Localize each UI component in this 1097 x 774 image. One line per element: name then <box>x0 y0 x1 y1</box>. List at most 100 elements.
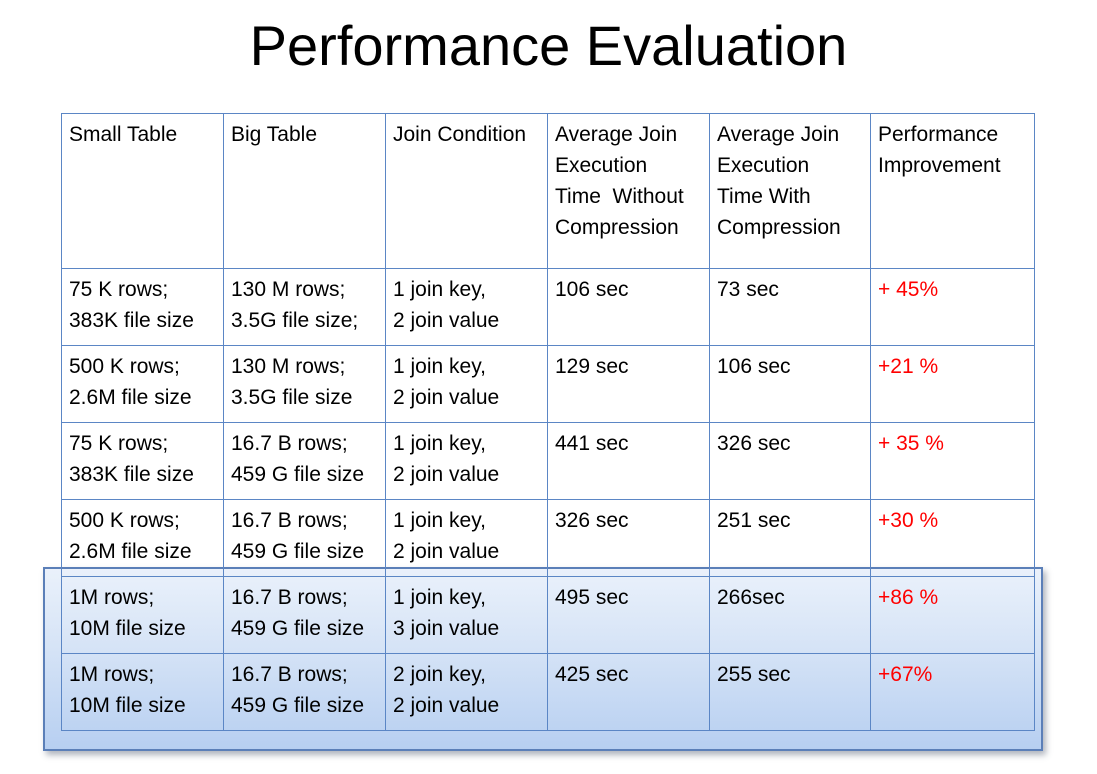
cell-line: 130 M rows; <box>231 355 346 378</box>
table-row: 75 K rows; 383K file size 130 M rows; 3.… <box>61 268 1035 346</box>
cell-line: 1M rows; <box>69 586 155 609</box>
cell-line: 500 K rows; <box>69 509 180 532</box>
cell-improvement: +30 % <box>870 499 1035 577</box>
cell-small-table: 1M rows; 10M file size <box>61 576 224 654</box>
cell-time-without-compression: 326 sec <box>547 499 710 577</box>
cell-big-table: 16.7 B rows; 459 G file size <box>223 576 386 654</box>
header-line: Execution <box>717 154 810 177</box>
header-line: Average Join <box>717 123 840 146</box>
header-performance-improvement: Performance Improvement <box>870 113 1035 269</box>
cell-line: 130 M rows; <box>231 278 346 301</box>
cell-improvement: + 45% <box>870 268 1035 346</box>
cell-time-with-compression: 266sec <box>709 576 871 654</box>
cell-small-table: 500 K rows; 2.6M file size <box>61 499 224 577</box>
cell-small-table: 1M rows; 10M file size <box>61 653 224 731</box>
cell-improvement: + 35 % <box>870 422 1035 500</box>
cell-line: 459 G file size <box>231 694 365 717</box>
cell-line: 16.7 B rows; <box>231 509 348 532</box>
cell-time-with-compression: 255 sec <box>709 653 871 731</box>
cell-line: 2.6M file size <box>69 386 192 409</box>
cell-line: 459 G file size <box>231 540 365 563</box>
cell-line: 75 K rows; <box>69 278 169 301</box>
cell-line: 1 join key, <box>393 432 486 455</box>
cell-line: 3.5G file size <box>231 386 353 409</box>
cell-time-with-compression: 326 sec <box>709 422 871 500</box>
header-line: Compression <box>555 216 679 239</box>
cell-join-condition: 1 join key, 2 join value <box>385 422 548 500</box>
cell-line: 2 join key, <box>393 663 486 686</box>
cell-line: 459 G file size <box>231 463 365 486</box>
cell-small-table: 75 K rows; 383K file size <box>61 422 224 500</box>
cell-line: 383K file size <box>69 309 194 332</box>
cell-line: 16.7 B rows; <box>231 586 348 609</box>
cell-join-condition: 1 join key, 2 join value <box>385 345 548 423</box>
header-line: Performance <box>878 123 999 146</box>
cell-line: 500 K rows; <box>69 355 180 378</box>
cell-time-without-compression: 425 sec <box>547 653 710 731</box>
cell-time-with-compression: 106 sec <box>709 345 871 423</box>
table-header-row: Small Table Big Table Join Condition Ave… <box>61 113 1035 269</box>
table-row-highlighted: 1M rows; 10M file size 16.7 B rows; 459 … <box>61 653 1035 731</box>
header-big-table: Big Table <box>223 113 386 269</box>
cell-time-with-compression: 251 sec <box>709 499 871 577</box>
header-line: Time With <box>717 185 811 208</box>
table-row: 500 K rows; 2.6M file size 130 M rows; 3… <box>61 345 1035 423</box>
cell-time-without-compression: 441 sec <box>547 422 710 500</box>
header-line: Execution <box>555 154 648 177</box>
table-row: 500 K rows; 2.6M file size 16.7 B rows; … <box>61 499 1035 577</box>
cell-line: 2.6M file size <box>69 540 192 563</box>
cell-line: 383K file size <box>69 463 194 486</box>
cell-line: 1 join key, <box>393 278 486 301</box>
cell-big-table: 16.7 B rows; 459 G file size <box>223 422 386 500</box>
cell-line: 16.7 B rows; <box>231 432 348 455</box>
header-time-without-compression: Average Join Execution Time Without Comp… <box>547 113 710 269</box>
cell-improvement: +21 % <box>870 345 1035 423</box>
header-join-condition: Join Condition <box>385 113 548 269</box>
header-line: Small Table <box>69 123 178 146</box>
cell-line: 2 join value <box>393 309 500 332</box>
cell-join-condition: 1 join key, 2 join value <box>385 268 548 346</box>
cell-line: 2 join value <box>393 694 500 717</box>
cell-time-without-compression: 495 sec <box>547 576 710 654</box>
cell-improvement: +86 % <box>870 576 1035 654</box>
header-time-with-compression: Average Join Execution Time With Compres… <box>709 113 871 269</box>
cell-line: 2 join value <box>393 386 500 409</box>
cell-line: 10M file size <box>69 694 186 717</box>
header-line: Big Table <box>231 123 318 146</box>
cell-big-table: 16.7 B rows; 459 G file size <box>223 653 386 731</box>
cell-join-condition: 1 join key, 3 join value <box>385 576 548 654</box>
cell-line: 10M file size <box>69 617 186 640</box>
header-line: Improvement <box>878 154 1001 177</box>
cell-line: 2 join value <box>393 463 500 486</box>
cell-time-with-compression: 73 sec <box>709 268 871 346</box>
cell-time-without-compression: 106 sec <box>547 268 710 346</box>
cell-big-table: 130 M rows; 3.5G file size; <box>223 268 386 346</box>
header-line: Join Condition <box>393 123 527 146</box>
cell-line: 1 join key, <box>393 586 486 609</box>
performance-table: Small Table Big Table Join Condition Ave… <box>61 113 1035 731</box>
cell-line: 2 join value <box>393 540 500 563</box>
table-row-highlighted: 1M rows; 10M file size 16.7 B rows; 459 … <box>61 576 1035 654</box>
header-line: Compression <box>717 216 841 239</box>
cell-big-table: 130 M rows; 3.5G file size <box>223 345 386 423</box>
cell-line: 1 join key, <box>393 509 486 532</box>
cell-improvement: +67% <box>870 653 1035 731</box>
cell-line: 16.7 B rows; <box>231 663 348 686</box>
cell-line: 3 join value <box>393 617 500 640</box>
cell-time-without-compression: 129 sec <box>547 345 710 423</box>
cell-join-condition: 1 join key, 2 join value <box>385 499 548 577</box>
header-line: Average Join <box>555 123 678 146</box>
cell-line: 1 join key, <box>393 355 486 378</box>
cell-line: 459 G file size <box>231 617 365 640</box>
cell-big-table: 16.7 B rows; 459 G file size <box>223 499 386 577</box>
cell-join-condition: 2 join key, 2 join value <box>385 653 548 731</box>
header-line: Time Without <box>555 185 684 208</box>
slide-title: Performance Evaluation <box>249 14 848 77</box>
cell-line: 75 K rows; <box>69 432 169 455</box>
cell-small-table: 75 K rows; 383K file size <box>61 268 224 346</box>
cell-line: 3.5G file size; <box>231 309 359 332</box>
table-row: 75 K rows; 383K file size 16.7 B rows; 4… <box>61 422 1035 500</box>
header-small-table: Small Table <box>61 113 224 269</box>
cell-line: 1M rows; <box>69 663 155 686</box>
cell-small-table: 500 K rows; 2.6M file size <box>61 345 224 423</box>
